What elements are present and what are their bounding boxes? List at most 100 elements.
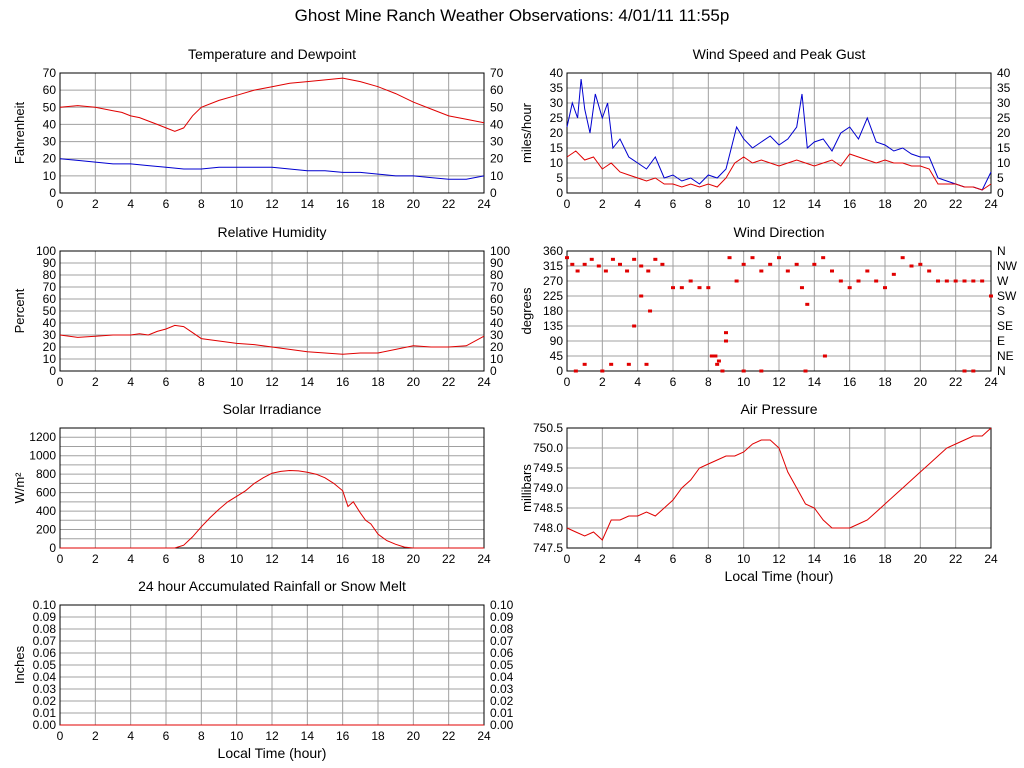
data-point: [570, 262, 575, 266]
x-tick-label: 24: [984, 552, 998, 566]
x-axis-label: Local Time (hour): [218, 745, 327, 761]
data-point: [777, 256, 781, 260]
series-line: [59, 77, 485, 132]
data-point: [575, 269, 580, 273]
y-tick-label: 40: [43, 316, 57, 330]
y-tick-label: 20: [43, 152, 57, 166]
x-tick-label: 16: [336, 375, 350, 389]
y-tick-label: 750.5: [533, 421, 563, 435]
x-tick-label: 22: [442, 552, 456, 566]
x-tick-label: 2: [92, 729, 99, 743]
data-point: [891, 272, 896, 276]
right-tick-label: 80: [490, 268, 504, 282]
data-point: [716, 359, 721, 363]
data-point: [648, 309, 653, 313]
y-tick-label: 0: [556, 186, 563, 200]
data-point: [821, 256, 826, 260]
y-tick-label: 20: [43, 340, 57, 354]
data-point: [626, 362, 631, 366]
x-tick-label: 20: [407, 197, 421, 211]
y-tick-label: 40: [550, 66, 564, 80]
right-tick-label: 10: [490, 169, 504, 183]
series-line: [60, 469, 484, 549]
data-point: [962, 279, 967, 283]
x-tick-label: 12: [772, 552, 786, 566]
x-tick-label: 6: [670, 552, 677, 566]
data-point: [573, 369, 578, 373]
right-tick-label: NW: [997, 259, 1018, 273]
x-tick-label: 14: [808, 375, 822, 389]
data-point: [794, 262, 799, 266]
right-tick-label: 35: [997, 81, 1011, 95]
right-tick-label: 0: [490, 364, 497, 378]
x-tick-label: 6: [163, 729, 170, 743]
right-tick-label: 0.06: [490, 646, 514, 660]
chart-title: Air Pressure: [740, 401, 817, 417]
y-tick-label: 90: [43, 256, 57, 270]
x-tick-label: 6: [163, 375, 170, 389]
x-tick-label: 20: [914, 375, 928, 389]
y-tick-label: 20: [550, 126, 564, 140]
y-axis-label: Fahrenheit: [12, 102, 27, 165]
chart-title: 24 hour Accumulated Rainfall or Snow Mel…: [138, 578, 406, 594]
y-tick-label: 748.5: [533, 501, 563, 515]
y-tick-label: 747.5: [533, 541, 563, 555]
x-tick-label: 8: [705, 552, 712, 566]
data-point: [618, 262, 622, 266]
y-tick-label: 360: [543, 244, 563, 258]
data-point: [944, 279, 949, 283]
y-tick-label: 90: [550, 334, 564, 348]
y-tick-label: 400: [36, 504, 56, 518]
right-tick-label: 30: [490, 328, 504, 342]
data-point: [734, 279, 739, 283]
x-tick-label: 8: [198, 197, 205, 211]
y-tick-label: 0.09: [33, 610, 57, 624]
data-point: [741, 369, 746, 373]
x-tick-label: 2: [92, 552, 99, 566]
y-tick-label: 135: [543, 319, 563, 333]
y-tick-label: 1000: [29, 449, 56, 463]
x-tick-label: 14: [808, 197, 822, 211]
right-tick-label: 50: [490, 304, 504, 318]
y-axis-label: W/m²: [12, 472, 27, 504]
x-tick-label: 2: [92, 197, 99, 211]
chart-title: Wind Speed and Peak Gust: [693, 46, 866, 62]
chart-title: Relative Humidity: [218, 224, 327, 240]
y-tick-label: 0.05: [33, 658, 57, 672]
data-point: [727, 256, 732, 260]
data-point: [720, 369, 725, 373]
data-point: [883, 286, 887, 290]
y-axis-label: degrees: [519, 287, 534, 334]
data-point: [980, 279, 985, 283]
y-axis-label: miles/hour: [519, 102, 534, 163]
data-point: [805, 302, 810, 306]
plot-frame: [566, 250, 992, 372]
data-point: [971, 279, 976, 283]
right-tick-label: 20: [490, 152, 504, 166]
page-title: Ghost Mine Ranch Weather Observations: 4…: [294, 6, 730, 25]
y-tick-label: 50: [43, 100, 57, 114]
data-point: [671, 286, 675, 290]
y-tick-label: 0: [49, 186, 56, 200]
chart-title: Temperature and Dewpoint: [188, 46, 356, 62]
data-point: [865, 269, 870, 273]
y-tick-label: 5: [556, 171, 563, 185]
x-tick-label: 0: [564, 375, 571, 389]
data-point: [785, 269, 790, 273]
y-tick-label: 749.0: [533, 481, 563, 495]
y-tick-label: 100: [36, 244, 56, 258]
x-tick-label: 12: [265, 729, 279, 743]
data-point: [830, 269, 834, 273]
x-tick-label: 22: [442, 375, 456, 389]
right-tick-label: 0.03: [490, 682, 514, 696]
right-tick-label: 20: [490, 340, 504, 354]
x-tick-label: 16: [336, 552, 350, 566]
right-tick-label: 30: [490, 135, 504, 149]
x-tick-label: 8: [705, 197, 712, 211]
y-tick-label: 225: [543, 289, 563, 303]
x-tick-label: 20: [407, 375, 421, 389]
y-tick-label: 0.04: [33, 670, 57, 684]
y-tick-label: 40: [43, 117, 57, 131]
y-tick-label: 10: [550, 156, 564, 170]
